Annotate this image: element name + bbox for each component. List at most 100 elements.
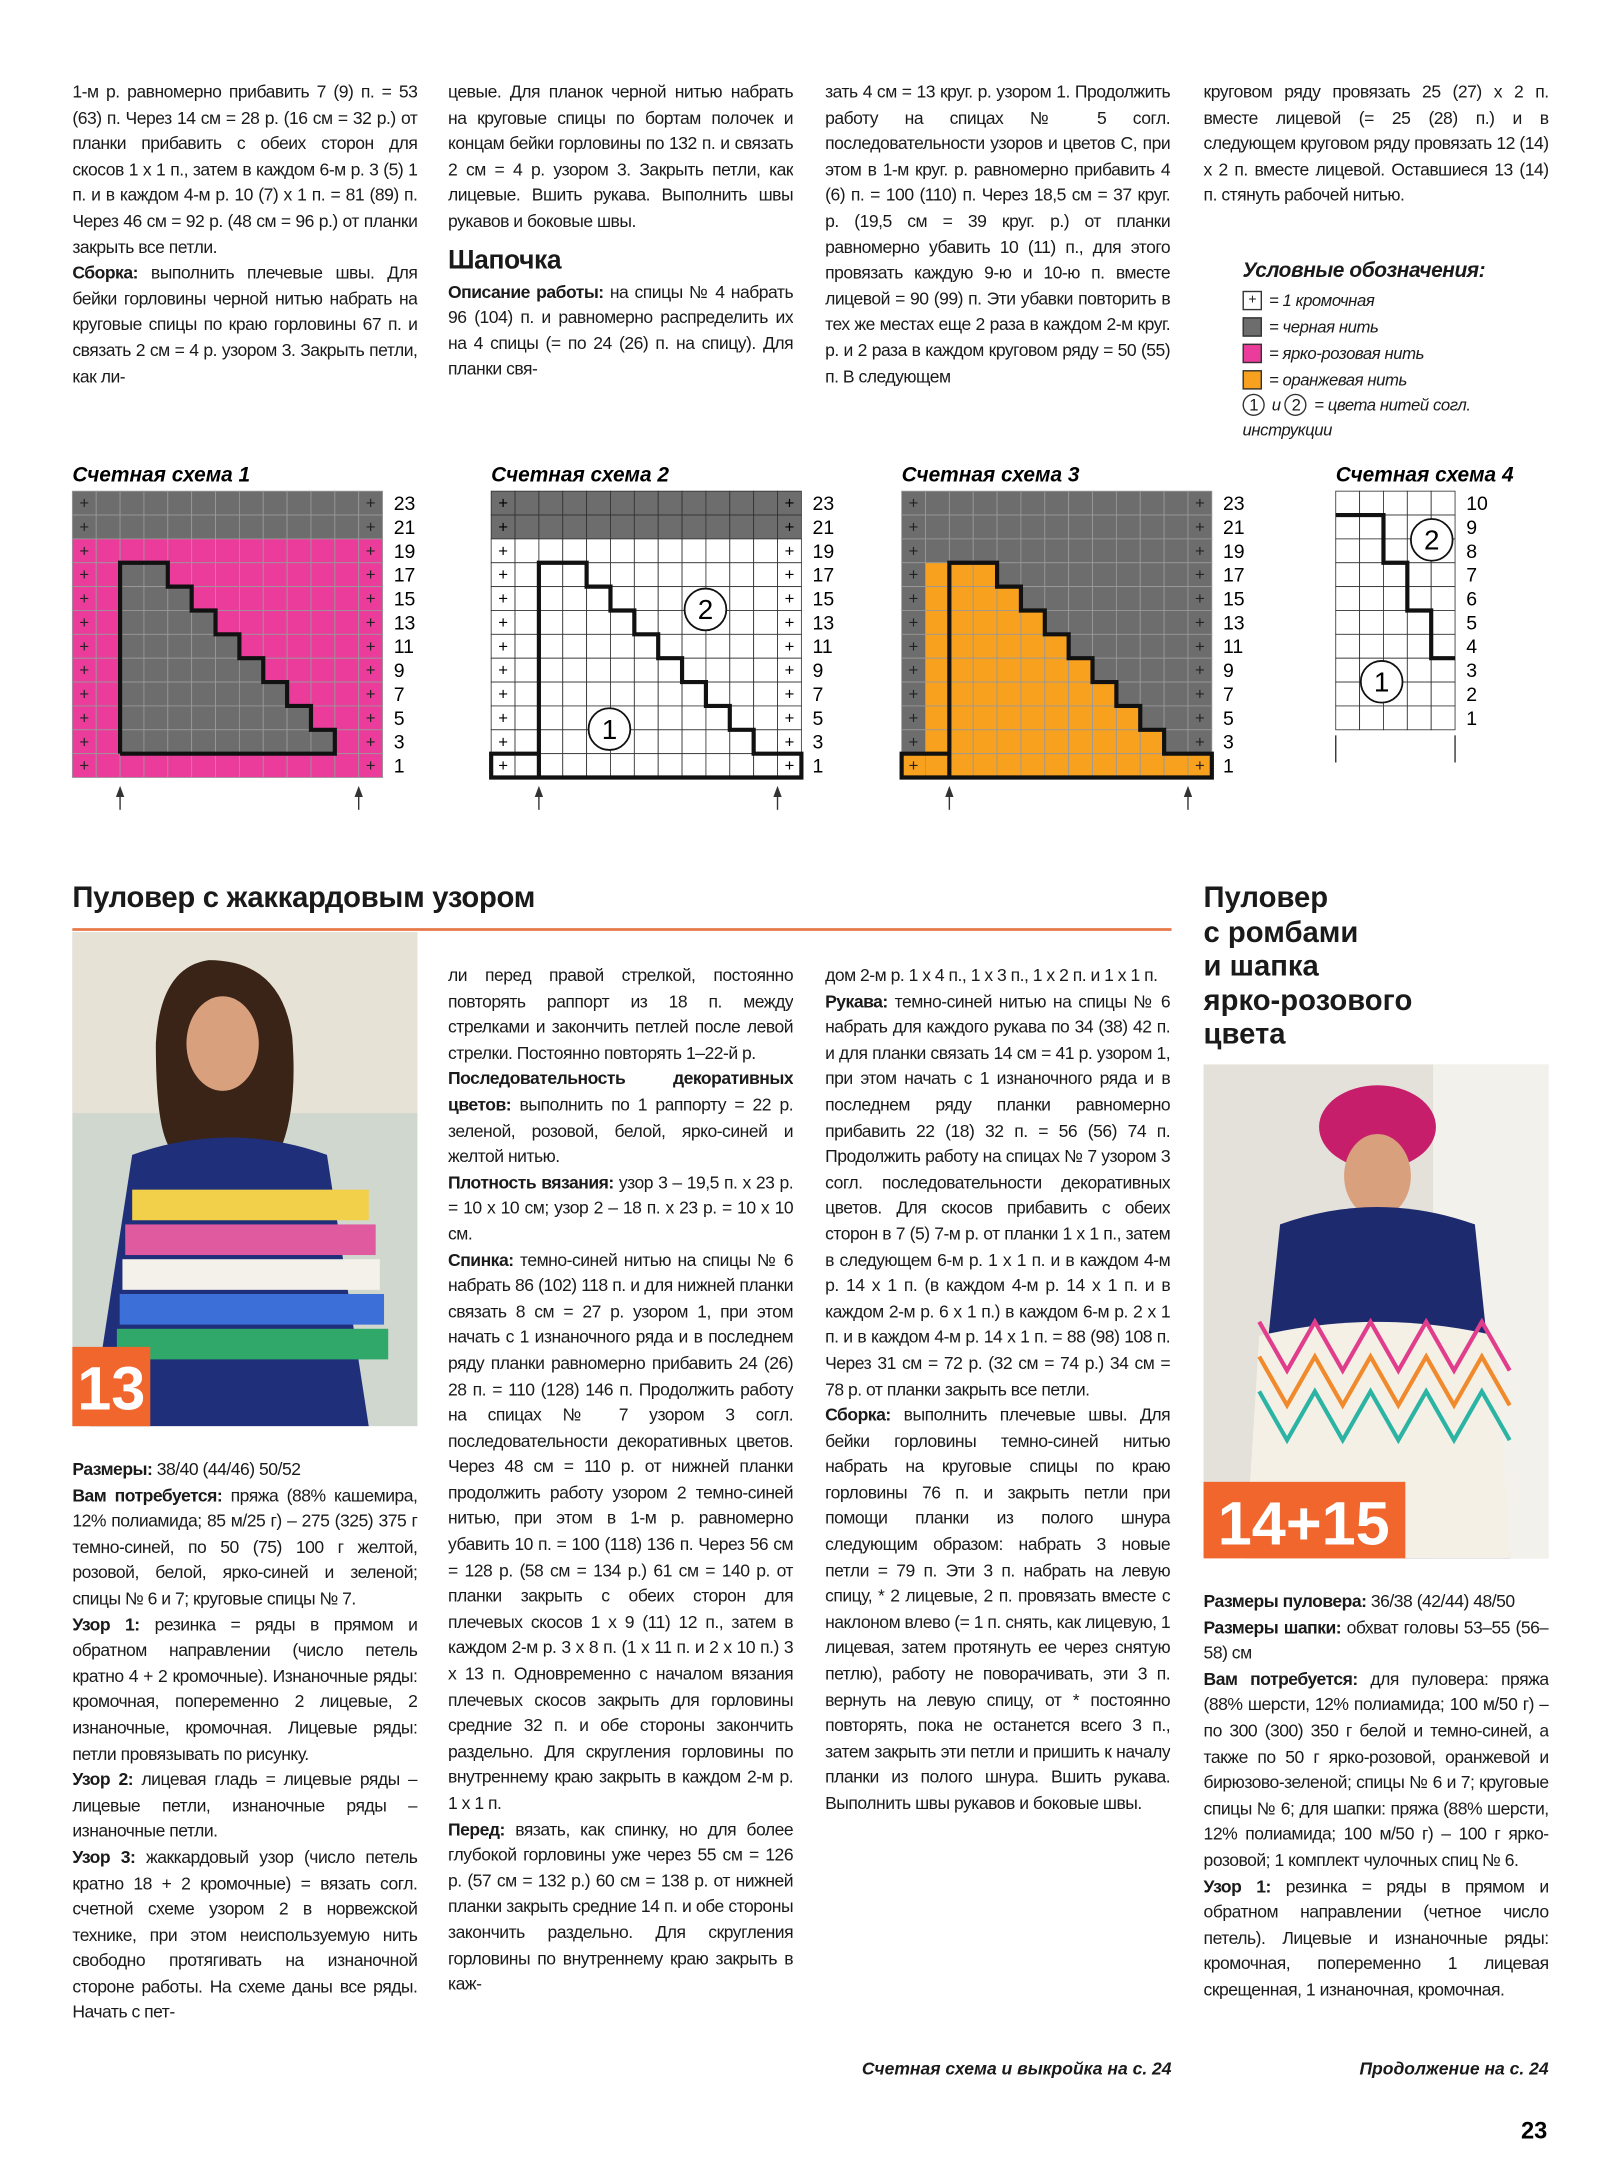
- chart-title: Счетная схема 4: [1336, 463, 1514, 486]
- chart-cell: [753, 681, 778, 707]
- chart-cell: [1068, 681, 1093, 707]
- chart-cell: [1383, 490, 1408, 516]
- edge-mark: +: [498, 661, 508, 680]
- edge-mark: +: [366, 732, 376, 751]
- chart-cell: [1335, 538, 1361, 564]
- edge-mark: +: [785, 518, 795, 537]
- chart-cell: [191, 610, 216, 635]
- row-label: 17: [394, 565, 416, 587]
- chart-cell: [514, 490, 540, 516]
- chart-cell: [972, 705, 998, 731]
- edge-mark: +: [498, 494, 508, 513]
- heading-line: с ромбами: [1203, 916, 1359, 949]
- chart-cell: [167, 514, 193, 540]
- chart-cell: [334, 681, 360, 707]
- circle-marker: [1409, 518, 1454, 562]
- chart-cell: [514, 729, 540, 755]
- chart-cell: [95, 729, 121, 755]
- chart-cell: [753, 514, 778, 540]
- chart-cell: [729, 490, 755, 516]
- chart-cell: [1092, 729, 1117, 755]
- chart-cell: [1406, 610, 1432, 635]
- chart-cell: [238, 490, 264, 516]
- chart-cell: [633, 705, 659, 731]
- chart-cell: [191, 657, 216, 683]
- chart-cell: [1335, 705, 1361, 731]
- paragraph: Спинка: темно-синей нитью на спицы № 6 н…: [448, 1247, 793, 1816]
- paragraph-text: пряжа (88% кашемира, 12% полиамида; 85 м…: [72, 1485, 418, 1609]
- chart-cell: [1139, 657, 1165, 683]
- chart-cell: [286, 538, 312, 564]
- edge-mark: +: [79, 708, 89, 727]
- row-label: 3: [813, 732, 824, 754]
- edge-mark: +: [366, 756, 376, 775]
- chart-cell: [1115, 490, 1141, 516]
- chart-cell: [1163, 538, 1189, 564]
- chart-cell: [657, 729, 683, 755]
- chart-cell: [167, 586, 193, 611]
- row-label: 5: [394, 708, 405, 730]
- paragraph-text: обхват головы 53–55 (56–58) см: [1203, 1617, 1549, 1663]
- chart-cell: [562, 610, 588, 635]
- row-label: 1: [1466, 708, 1477, 730]
- edge-mark: +: [785, 565, 795, 584]
- chart-cell: [1359, 514, 1384, 540]
- chart-cell: [1163, 681, 1189, 707]
- circle-label: 1: [602, 714, 617, 745]
- chart-cell: [1139, 729, 1165, 755]
- chart-cell: [1092, 753, 1117, 778]
- chart-cell: [167, 562, 193, 588]
- paragraph-text: темно-синей нитью на спицы № 6 набрать 8…: [448, 1250, 794, 1813]
- chart-cell: [948, 490, 974, 516]
- row-label: 7: [1223, 684, 1234, 706]
- edge-mark: +: [79, 661, 89, 680]
- edge-mark: +: [498, 685, 508, 704]
- chart-cell: [143, 538, 169, 564]
- edge-mark: +: [909, 732, 919, 751]
- chart-cell: [729, 562, 755, 588]
- chart-cell: [1335, 490, 1361, 516]
- chart-cell: [215, 705, 240, 731]
- chart-cell: [262, 490, 288, 516]
- chart-cell: [514, 681, 540, 707]
- edge-mark: +: [1195, 756, 1205, 775]
- row-label: 7: [1466, 565, 1477, 587]
- chart-cell: [1335, 514, 1361, 540]
- chart-cell: [1044, 514, 1070, 540]
- chart-cell: [334, 633, 360, 659]
- legend-note: 1 и 2 = цвета нитей согл. инструкции: [1242, 392, 1521, 442]
- chart-cell: [586, 681, 611, 707]
- edge-mark: +: [498, 637, 508, 656]
- edge-mark: +: [1195, 541, 1205, 560]
- chart-cell: [1383, 562, 1408, 588]
- chart-cell: [562, 753, 588, 778]
- row-label: 10: [1466, 493, 1488, 515]
- paragraph: Узор 3: жаккардовый узор (число петель к…: [72, 1845, 417, 2026]
- chart-cell: [1406, 562, 1432, 588]
- chart-cell: [1163, 610, 1189, 635]
- chart-cell: [286, 490, 312, 516]
- paragraph: круговом ряду провязать 25 (27) х 2 п. в…: [1203, 82, 1549, 206]
- chart-cell: [310, 633, 336, 659]
- chart-cell: [238, 514, 264, 540]
- chart-cell: [705, 657, 731, 683]
- chart-cell: [286, 705, 312, 731]
- chart-cell: [1044, 753, 1070, 778]
- chart-cell: [1020, 562, 1046, 588]
- chart-cell: [1430, 490, 1456, 516]
- row-label: 11: [1223, 636, 1243, 658]
- chart-cell: [633, 562, 659, 588]
- chart-cell: [215, 610, 240, 635]
- row-label: 13: [813, 612, 835, 634]
- row-label: 15: [1223, 589, 1245, 611]
- chart-cell: [1092, 586, 1117, 611]
- edge-mark: +: [79, 565, 89, 584]
- chart-cell: [538, 586, 564, 611]
- chart-cell: [1020, 490, 1046, 516]
- chart-cell: [996, 610, 1022, 635]
- chart-cell: [657, 514, 683, 540]
- edge-mark: +: [909, 494, 919, 513]
- row-label: 21: [813, 517, 835, 539]
- chart-cell: [1068, 586, 1093, 611]
- chart-cell: [262, 514, 288, 540]
